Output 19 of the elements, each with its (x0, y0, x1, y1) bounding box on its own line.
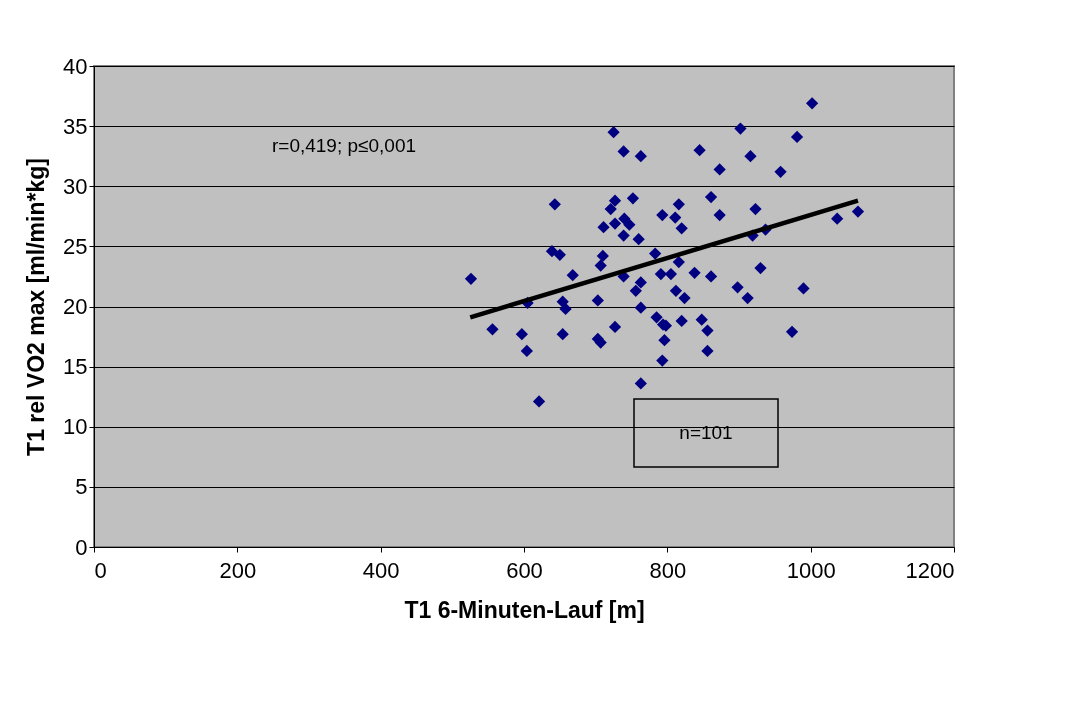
y-tick-label: 20 (63, 294, 88, 319)
y-tick-label: 10 (63, 414, 88, 440)
x-tick-label: 400 (362, 557, 400, 583)
y-tick-label: 35 (63, 113, 88, 139)
y-tick-label: 30 (63, 173, 88, 199)
x-tick-label: 600 (506, 557, 543, 583)
y-axis-title: T1 rel VO2 max [ml/min*kg] (23, 158, 50, 456)
y-tick-label: 5 (75, 474, 88, 500)
y-tick-label: 0 (75, 534, 88, 560)
y-tick-label: 15 (63, 354, 88, 380)
annotation: r=0,419; p≤0,001 (271, 135, 417, 156)
x-tick-label: 200 (219, 557, 257, 583)
x-tick-label: 0 (94, 557, 107, 583)
x-tick-label: 800 (649, 557, 687, 583)
y-tick-label: 25 (63, 233, 88, 259)
x-tick-label: 1000 (786, 557, 836, 583)
x-tick-label: 1200 (905, 557, 955, 583)
x-axis-title: T1 6-Minuten-Lauf [m] (404, 596, 645, 623)
y-tick-label: 40 (63, 53, 88, 79)
